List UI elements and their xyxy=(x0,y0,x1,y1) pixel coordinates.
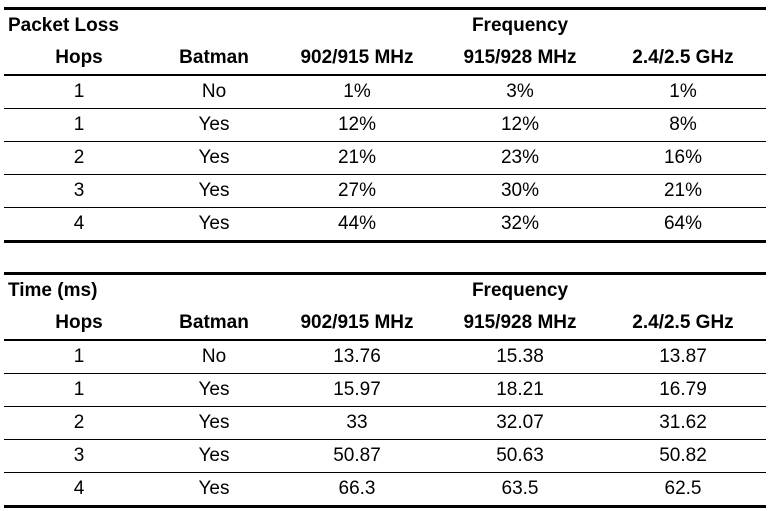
column-header: Hops xyxy=(4,42,154,76)
table-cell: 18.21 xyxy=(440,373,600,407)
table-cell: 15.38 xyxy=(440,340,600,374)
table-cell: Yes xyxy=(154,472,274,508)
table-cell: 44% xyxy=(274,207,440,243)
column-header: Batman xyxy=(154,307,274,341)
table-cell: 2 xyxy=(4,406,154,440)
table-cell: 1 xyxy=(4,75,154,109)
table-cell: 21% xyxy=(274,141,440,175)
group-header: Frequency xyxy=(274,7,766,42)
empty-cell xyxy=(154,272,274,307)
table-cell: 62.5 xyxy=(600,472,766,508)
table-cell: 63.5 xyxy=(440,472,600,508)
table-row: 4 Yes 44% 32% 64% xyxy=(4,207,766,243)
table-cell: 50.63 xyxy=(440,439,600,473)
column-header: 915/928 MHz xyxy=(440,42,600,76)
table-cell: 50.87 xyxy=(274,439,440,473)
table-row: 3 Yes 50.87 50.63 50.82 xyxy=(4,439,766,473)
column-header: 915/928 MHz xyxy=(440,307,600,341)
table-title: Time (ms) xyxy=(4,272,154,307)
table-row: 4 Yes 66.3 63.5 62.5 xyxy=(4,472,766,508)
table-cell: No xyxy=(154,340,274,374)
table-cell: Yes xyxy=(154,174,274,208)
table-row: 1 Yes 15.97 18.21 16.79 xyxy=(4,373,766,407)
table-cell: Yes xyxy=(154,406,274,440)
table-cell: 12% xyxy=(440,108,600,142)
time-table: Time (ms) Frequency Hops Batman 902/915 … xyxy=(4,272,766,508)
table-cell: 16.79 xyxy=(600,373,766,407)
table-cell: 23% xyxy=(440,141,600,175)
table-cell: 27% xyxy=(274,174,440,208)
table-cell: 1 xyxy=(4,373,154,407)
table-cell: 21% xyxy=(600,174,766,208)
table-cell: 31.62 xyxy=(600,406,766,440)
table-cell: 3 xyxy=(4,439,154,473)
table-row: 1 No 1% 3% 1% xyxy=(4,75,766,109)
table-cell: 3 xyxy=(4,174,154,208)
empty-cell xyxy=(154,7,274,42)
column-header: 902/915 MHz xyxy=(274,307,440,341)
column-header: 2.4/2.5 GHz xyxy=(600,307,766,341)
table-cell: 3% xyxy=(440,75,600,109)
table-row: 1 Yes 12% 12% 8% xyxy=(4,108,766,142)
table-cell: 13.76 xyxy=(274,340,440,374)
table-cell: 4 xyxy=(4,472,154,508)
table-cell: 32.07 xyxy=(440,406,600,440)
table-title: Packet Loss xyxy=(4,7,154,42)
table-cell: Yes xyxy=(154,108,274,142)
table-cell: 66.3 xyxy=(274,472,440,508)
table-cell: Yes xyxy=(154,207,274,243)
table-row: 2 Yes 21% 23% 16% xyxy=(4,141,766,175)
table-cell: Yes xyxy=(154,373,274,407)
table-cell: 13.87 xyxy=(600,340,766,374)
table-cell: 30% xyxy=(440,174,600,208)
table-cell: 1 xyxy=(4,108,154,142)
column-header: Hops xyxy=(4,307,154,341)
table-row: 1 No 13.76 15.38 13.87 xyxy=(4,340,766,374)
table-cell: 1% xyxy=(600,75,766,109)
table-cell: Yes xyxy=(154,439,274,473)
table-row: 3 Yes 27% 30% 21% xyxy=(4,174,766,208)
table-cell: 1% xyxy=(274,75,440,109)
table-cell: 33 xyxy=(274,406,440,440)
table-title-row: Time (ms) Frequency xyxy=(4,272,766,307)
table-cell: 8% xyxy=(600,108,766,142)
table-title-row: Packet Loss Frequency xyxy=(4,7,766,42)
column-header: 2.4/2.5 GHz xyxy=(600,42,766,76)
column-header: Batman xyxy=(154,42,274,76)
table-cell: 4 xyxy=(4,207,154,243)
table-cell: 64% xyxy=(600,207,766,243)
table-cell: 2 xyxy=(4,141,154,175)
group-header: Frequency xyxy=(274,272,766,307)
table-cell: No xyxy=(154,75,274,109)
table-cell: 50.82 xyxy=(600,439,766,473)
table-cell: 32% xyxy=(440,207,600,243)
table-cell: 15.97 xyxy=(274,373,440,407)
table-cell: 1 xyxy=(4,340,154,374)
table-cell: Yes xyxy=(154,141,274,175)
column-header: 902/915 MHz xyxy=(274,42,440,76)
packet-loss-table: Packet Loss Frequency Hops Batman 902/91… xyxy=(4,7,766,243)
table-cell: 12% xyxy=(274,108,440,142)
table-cell: 16% xyxy=(600,141,766,175)
column-header-row: Hops Batman 902/915 MHz 915/928 MHz 2.4/… xyxy=(4,307,766,341)
column-header-row: Hops Batman 902/915 MHz 915/928 MHz 2.4/… xyxy=(4,42,766,76)
table-row: 2 Yes 33 32.07 31.62 xyxy=(4,406,766,440)
